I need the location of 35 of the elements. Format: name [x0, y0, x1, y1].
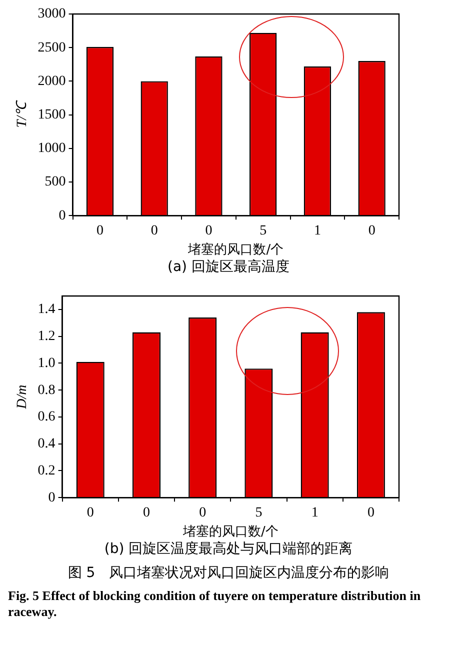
- x-axis-title: 堵塞的风口数/个: [187, 242, 284, 258]
- y-axis-title: T/℃: [15, 100, 30, 128]
- y-tick-label: 1000: [38, 141, 66, 156]
- x-tick-label: 5: [255, 506, 262, 521]
- x-tick-label: 0: [367, 506, 374, 521]
- x-tick-label: 1: [314, 224, 321, 239]
- caption: Fig. 5 Effect of blocking condition of tuyere on temperature distribution in raceway.: [8, 588, 422, 620]
- x-axis-title: 堵塞的风口数/个: [182, 524, 278, 540]
- y-tick-label: 1.0: [38, 356, 56, 371]
- y-tick-label: 0: [58, 208, 66, 224]
- x-tick-label: 0: [150, 224, 158, 239]
- y-tick-label: 0.8: [38, 382, 56, 398]
- y-tick-label: 0.2: [38, 463, 56, 478]
- caption: 图 5 风口堵塞状况对风口回旋区内温度分布的影响: [66, 564, 390, 582]
- x-tick-label: 0: [96, 224, 104, 239]
- x-tick-label: 0: [368, 224, 376, 239]
- y-tick-label: 2500: [38, 40, 66, 56]
- x-tick-label: 0: [86, 506, 94, 521]
- x-tick-label: 0: [199, 506, 206, 521]
- y-tick-label: 0.6: [38, 410, 56, 425]
- text: (a) 回旋区最高温度: [166, 258, 290, 276]
- x-tick-label: 0: [142, 506, 150, 521]
- y-tick-label: 500: [44, 174, 66, 190]
- y-tick-label: 3000: [38, 6, 66, 22]
- x-tick-label: 1: [311, 506, 318, 521]
- y-tick-label: 0: [48, 490, 56, 506]
- y-tick-label: 1.4: [38, 302, 56, 318]
- y-tick-label: 1.2: [38, 328, 56, 344]
- text: (b) 回旋区温度最高处与风口端部的距离: [103, 540, 354, 558]
- y-tick-label: 2000: [38, 74, 66, 89]
- x-tick-label: 5: [260, 224, 267, 239]
- y-axis-title: D/m: [15, 384, 30, 410]
- y-tick-label: 0.4: [38, 436, 56, 452]
- x-tick-label: 0: [205, 224, 212, 239]
- y-tick-label: 1500: [38, 107, 66, 122]
